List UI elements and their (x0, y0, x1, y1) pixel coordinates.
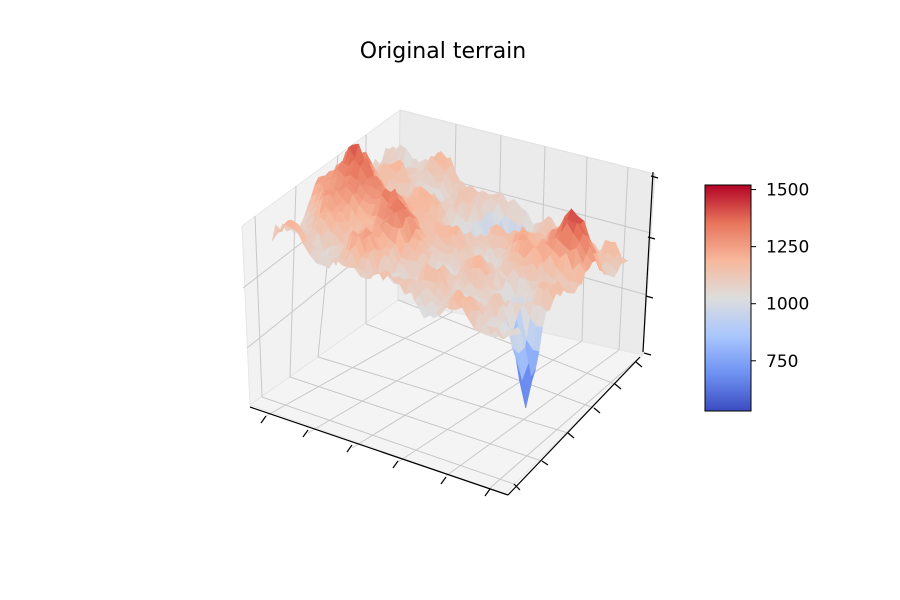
colorbar: 750 1000 1250 1500 (704, 181, 809, 412)
colorbar-tick-label: 1250 (766, 238, 809, 258)
colorbar-tick-label: 750 (766, 352, 798, 372)
axis-lines (249, 171, 654, 496)
surface-patch (493, 327, 505, 340)
colorbar-gradient (704, 184, 752, 412)
terrain-surface (271, 143, 629, 409)
y-axis-line (507, 356, 641, 496)
colorbar-ticks: 750 1000 1250 1500 (751, 181, 809, 372)
colorbar-tick-label: 1500 (766, 181, 809, 201)
chart-title: Original terrain (360, 39, 526, 64)
floor-pane (248, 299, 644, 495)
colorbar-tick-label: 1000 (766, 295, 809, 315)
x-axis-line (249, 406, 509, 496)
axis-ticks (260, 175, 659, 497)
z-axis-line (642, 171, 654, 353)
